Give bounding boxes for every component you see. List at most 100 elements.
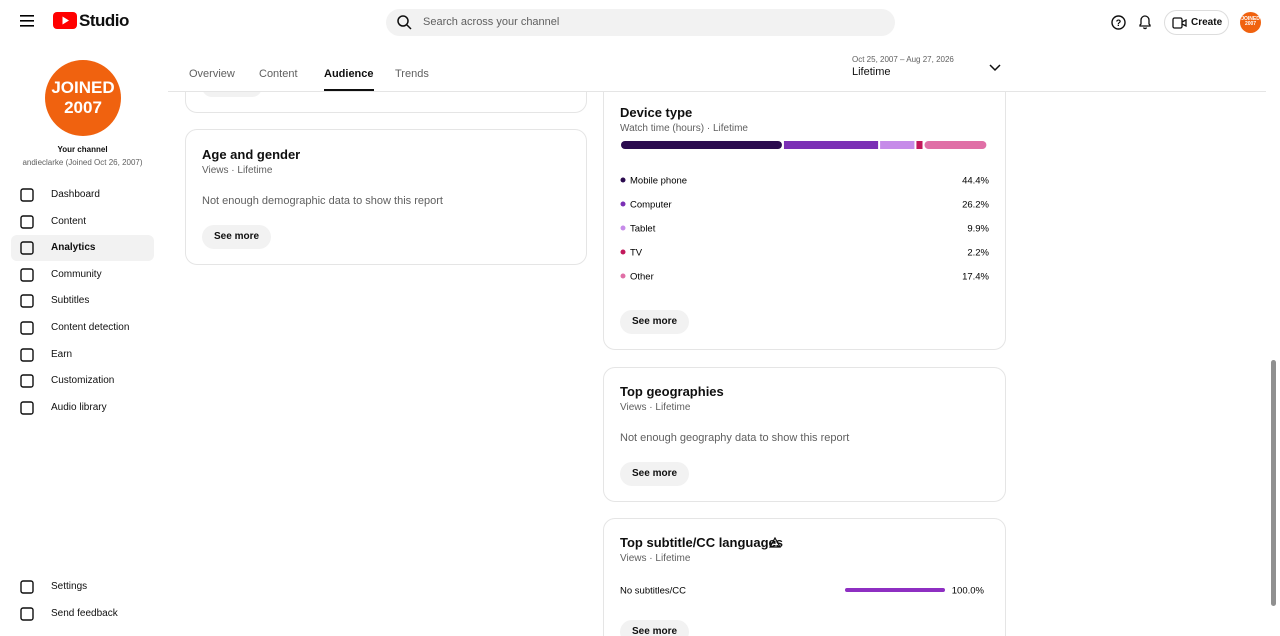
- card-title: Device type: [620, 105, 693, 120]
- svg-text:?: ?: [1116, 18, 1122, 28]
- partial-button[interactable]: [202, 92, 262, 97]
- nav-label: Analytics: [51, 242, 96, 254]
- device-name: Computer: [630, 200, 672, 211]
- scrollbar[interactable]: [1271, 360, 1276, 606]
- legend-dot: [620, 249, 626, 255]
- card-title: Age and gender: [202, 147, 301, 162]
- logo-text: Studio: [79, 11, 129, 30]
- nav-item[interactable]: Content detection: [11, 315, 154, 341]
- see-more-button[interactable]: See more: [620, 620, 690, 636]
- menu-icon[interactable]: [20, 15, 34, 27]
- account-avatar[interactable]: JOINED 2007: [1240, 12, 1261, 33]
- create-button[interactable]: Create: [1164, 10, 1229, 35]
- device-bar-segment: [621, 141, 782, 149]
- icon-shape: [20, 241, 34, 255]
- device-bar-segment: [924, 141, 987, 149]
- nav-icon: [20, 401, 34, 415]
- language-value: 100.0%: [952, 586, 985, 597]
- nav-icon: [20, 268, 34, 282]
- language-name: No subtitles/CC: [620, 586, 686, 597]
- device-value: 26.2%: [962, 200, 989, 211]
- card-title: Top geographies: [620, 384, 724, 399]
- icon-shape: [20, 580, 34, 594]
- device-name: Tablet: [630, 224, 656, 235]
- date-label: Lifetime: [852, 66, 891, 78]
- device-bar-segment: [916, 141, 923, 149]
- icon-shape: [20, 321, 34, 335]
- nav-label: Content: [51, 215, 87, 227]
- age-gender-card: Age and gender Views · Lifetime Not enou…: [185, 129, 587, 265]
- nav-label: Earn: [51, 348, 73, 360]
- nav-label: Customization: [51, 375, 115, 387]
- see-more-button[interactable]: See more: [202, 225, 272, 249]
- nav-label: Send feedback: [51, 607, 118, 619]
- icon-shape: [20, 606, 34, 621]
- legend-dot: [620, 201, 626, 207]
- nav-item[interactable]: Earn: [11, 342, 154, 368]
- create-label: Create: [1191, 17, 1223, 28]
- nav-item[interactable]: Analytics: [11, 235, 154, 262]
- channel-label: Your channel: [57, 145, 108, 154]
- nav-item[interactable]: Subtitles: [11, 288, 154, 314]
- device-bar-segment: [880, 141, 915, 149]
- nav-icon: [20, 188, 34, 202]
- search-box[interactable]: Search across your channel: [386, 9, 895, 36]
- tab[interactable]: Audience: [324, 68, 374, 91]
- notifications-icon[interactable]: [1138, 14, 1152, 30]
- icon-shape: [20, 214, 34, 229]
- legend-dot: [620, 273, 626, 279]
- date-dropdown[interactable]: [989, 64, 1001, 72]
- nav-item[interactable]: Community: [11, 262, 154, 288]
- nav-label: Dashboard: [51, 189, 100, 200]
- subtitles-chart: No subtitles/CC 100.0%: [620, 586, 985, 597]
- nav-item[interactable]: Audio library: [11, 395, 154, 421]
- help-icon[interactable]: ?: [1111, 15, 1126, 30]
- device-value: 2.2%: [967, 248, 989, 259]
- card-title: Top subtitle/CC languages: [620, 535, 783, 550]
- nav-icon: [20, 321, 34, 335]
- nav-icon: [20, 214, 34, 229]
- card-subtitle: Views · Lifetime: [202, 165, 273, 176]
- channel-avatar: JOINED 2007: [45, 60, 121, 136]
- card-message: Not enough geography data to show this r…: [620, 432, 850, 444]
- tab[interactable]: Overview: [189, 68, 235, 80]
- geographies-card: Top geographies Views · Lifetime Not eno…: [603, 367, 1006, 502]
- tab[interactable]: Content: [259, 68, 298, 80]
- icon-shape: [20, 188, 34, 202]
- warning-icon[interactable]: [769, 537, 781, 548]
- language-bar: [845, 588, 945, 592]
- nav-label: Content detection: [51, 322, 130, 333]
- nav-item[interactable]: Send feedback: [11, 601, 154, 627]
- icon-shape: [20, 268, 34, 282]
- see-more-button[interactable]: See more: [620, 310, 690, 334]
- legend-dot: [620, 177, 626, 183]
- nav-item[interactable]: Content: [11, 209, 154, 235]
- nav-item[interactable]: Settings: [11, 574, 154, 600]
- icon-shape: [20, 294, 34, 309]
- icon-shape: [20, 347, 34, 362]
- tab[interactable]: Trends: [395, 68, 429, 80]
- nav-label: Audio library: [51, 401, 107, 413]
- icon-shape: [20, 401, 34, 415]
- nav-label: Subtitles: [51, 295, 90, 307]
- date-range: Oct 25, 2007 – Aug 27, 2026: [852, 55, 954, 64]
- logo-icon: [53, 12, 77, 29]
- nav-label: Community: [51, 268, 102, 280]
- card-subtitle: Watch time (hours) · Lifetime: [620, 123, 748, 134]
- device-chart: Mobile phone 44.4% Computer 26.2% Tablet 9.9%…: [620, 141, 990, 283]
- channel-name: andieclarke (Joined Oct 26, 2007): [22, 158, 143, 167]
- see-more-button[interactable]: See more: [620, 462, 690, 486]
- card-subtitle: Views · Lifetime: [620, 402, 691, 413]
- device-value: 44.4%: [962, 176, 989, 187]
- card-message: Not enough demographic data to show this…: [202, 195, 443, 207]
- avatar-line: 2007: [64, 98, 102, 117]
- icon-shape: [20, 374, 34, 388]
- subtitles-card: Top subtitle/CC languages Views · Lifeti…: [603, 518, 1006, 636]
- device-name: TV: [630, 248, 643, 259]
- device-name: Other: [630, 272, 654, 283]
- nav-item[interactable]: Dashboard: [11, 182, 154, 208]
- device-value: 17.4%: [962, 272, 989, 283]
- tab-underline: [324, 89, 374, 91]
- card-subtitle: Views · Lifetime: [620, 553, 691, 564]
- nav-item[interactable]: Customization: [11, 368, 154, 394]
